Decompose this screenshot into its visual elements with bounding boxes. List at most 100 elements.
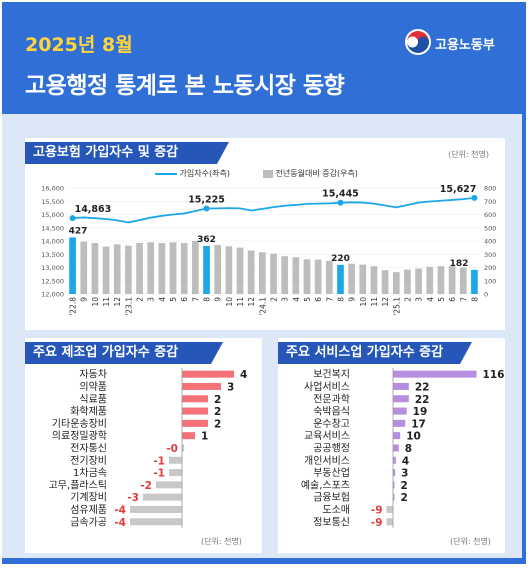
subscribers-change-bar xyxy=(247,250,255,294)
category-label: 의약품 xyxy=(79,381,107,393)
header: 2025년 8월 고용행정 통계로 본 노동시장 동향 고용노동부 xyxy=(2,2,522,110)
subscribers-change-bar xyxy=(303,259,311,294)
category-value-label: -1 xyxy=(153,468,165,480)
x-tick-label: 9 xyxy=(214,297,223,302)
subscribers-change-bar xyxy=(448,266,456,294)
y-right-tick-label: 100 xyxy=(484,277,496,285)
legend-line-label: 가입자수(좌측) xyxy=(179,169,230,178)
category-value-label: -4 xyxy=(114,517,126,529)
category-bar xyxy=(393,432,401,440)
manufacturing-card-title: 주요 제조업 가입자수 증감 xyxy=(25,342,223,364)
x-tick-label: '24.1 xyxy=(258,297,267,316)
manufacturing-card: 주요 제조업 가입자수 증감 (단위: 천명) 자동차 4 의약품 3 식료품 2 화학제품… xyxy=(25,338,262,553)
category-value-label: 2 xyxy=(400,492,407,504)
category-label: 운수창고 xyxy=(313,418,350,430)
y-right-tick-label: 600 xyxy=(484,211,496,219)
subscribers-change-bar xyxy=(80,241,88,294)
x-tick-label: 12 xyxy=(381,297,390,307)
x-tick-label: 6 xyxy=(180,297,189,302)
subscribers-bar-label: 362 xyxy=(197,235,216,245)
subscribers-change-bar xyxy=(214,244,222,294)
category-bar xyxy=(393,419,406,427)
x-tick-label: 8 xyxy=(336,297,345,302)
x-tick-label: 8 xyxy=(203,297,212,302)
subscribers-change-bar xyxy=(91,242,99,294)
x-tick-label: 2 xyxy=(403,297,412,302)
category-value-label: 4 xyxy=(402,455,409,467)
subscribers-change-bar xyxy=(125,245,132,294)
legend-bar: 전년동월대비 증감(우측) xyxy=(263,168,358,179)
x-tick-label: '23.1 xyxy=(124,297,133,316)
y-right-tick-label: 400 xyxy=(484,238,496,246)
category-bar xyxy=(386,518,393,526)
subscribers-change-bar xyxy=(381,270,389,294)
ministry-name: 고용노동부 xyxy=(435,38,495,53)
ministry-logo: 고용노동부 xyxy=(403,27,521,57)
service-card: 주요 서비스업 가입자수 증감 (단위: 천명) 보건복지 116 사업서비스 22 전… xyxy=(278,338,505,553)
category-value-label: -2 xyxy=(140,480,152,492)
category-bar xyxy=(182,370,234,378)
y-left-tick-label: 15,000 xyxy=(41,211,64,219)
category-label: 화학제품 xyxy=(70,406,107,418)
x-tick-label: 3 xyxy=(147,297,156,302)
category-bar xyxy=(393,382,409,390)
subscribers-change-bar xyxy=(113,244,121,294)
category-label: 자동차 xyxy=(79,369,107,381)
subscribers-change-bar xyxy=(258,252,266,294)
category-label: 전자통신 xyxy=(70,442,107,454)
y-left-tick-label: 16,000 xyxy=(41,185,64,193)
category-bar xyxy=(182,395,208,403)
subscribers-change-bar xyxy=(180,242,188,294)
subscribers-change-bar xyxy=(415,268,422,294)
category-value-label: 1 xyxy=(201,431,208,443)
category-bar xyxy=(393,444,399,452)
y-left-tick-label: 14,000 xyxy=(41,238,64,246)
category-bar xyxy=(182,419,208,427)
subscribers-change-bar xyxy=(314,259,322,294)
subscribers-change-bar xyxy=(459,267,467,294)
x-tick-label: 11 xyxy=(236,297,245,307)
subscribers-change-bar xyxy=(270,253,277,294)
x-tick-label: 6 xyxy=(448,297,457,302)
x-tick-label: 3 xyxy=(415,297,424,302)
x-tick-label: 10 xyxy=(359,297,368,307)
subscribers-change-bar xyxy=(225,246,233,294)
service-card-title: 주요 서비스업 가입자수 증감 xyxy=(278,342,472,364)
x-tick-label: 4 xyxy=(426,297,435,302)
subscribers-line-point xyxy=(69,215,76,222)
x-tick-label: 6 xyxy=(314,297,323,302)
category-bar xyxy=(130,505,182,513)
page-title: 고용행정 통계로 본 노동시장 동향 xyxy=(25,73,345,99)
x-tick-label: 8 xyxy=(470,297,479,302)
x-tick-label: '25.1 xyxy=(392,297,401,316)
subscribers-line-point xyxy=(471,194,478,201)
x-tick-label: 2 xyxy=(136,297,145,302)
manufacturing-chart: 자동차 4 의약품 3 식료품 2 화학제품 2 기타운송장비 2 의료정밀광학 1 전자통신 -0 전기장… xyxy=(49,368,247,529)
category-label: 전기장비 xyxy=(70,455,107,467)
category-value-label: 10 xyxy=(406,431,421,443)
x-tick-label: 3 xyxy=(281,297,290,302)
subscribers-change-bar xyxy=(471,269,478,294)
subscribers-bar-label: 182 xyxy=(450,259,469,269)
category-label: 정보통신 xyxy=(313,516,350,528)
subscribers-change-bar xyxy=(337,264,344,294)
subscribers-change-bar xyxy=(325,260,333,294)
category-label: 전문과학 xyxy=(313,393,350,405)
y-right-tick-label: 200 xyxy=(484,264,496,272)
category-label: 기계장비 xyxy=(70,492,107,504)
category-value-label: -9 xyxy=(371,504,383,516)
category-label: 부동산업 xyxy=(313,466,350,479)
y-right-tick-label: 0 xyxy=(484,291,488,299)
subscribers-change-bar xyxy=(136,242,143,294)
y-left-tick-label: 13,500 xyxy=(41,251,64,259)
subscribers-card-title: 고용보험 가입자수 및 증감 xyxy=(25,142,229,164)
subscribers-line-point xyxy=(203,205,210,212)
category-bar xyxy=(143,493,182,501)
category-label: 사업서비스 xyxy=(304,380,350,393)
subscribers-change-bar xyxy=(348,263,355,294)
category-bar xyxy=(182,407,208,415)
x-tick-label: 7 xyxy=(325,297,334,302)
category-bar xyxy=(393,481,395,489)
category-value-label: 116 xyxy=(483,369,505,381)
category-bar xyxy=(393,493,395,501)
